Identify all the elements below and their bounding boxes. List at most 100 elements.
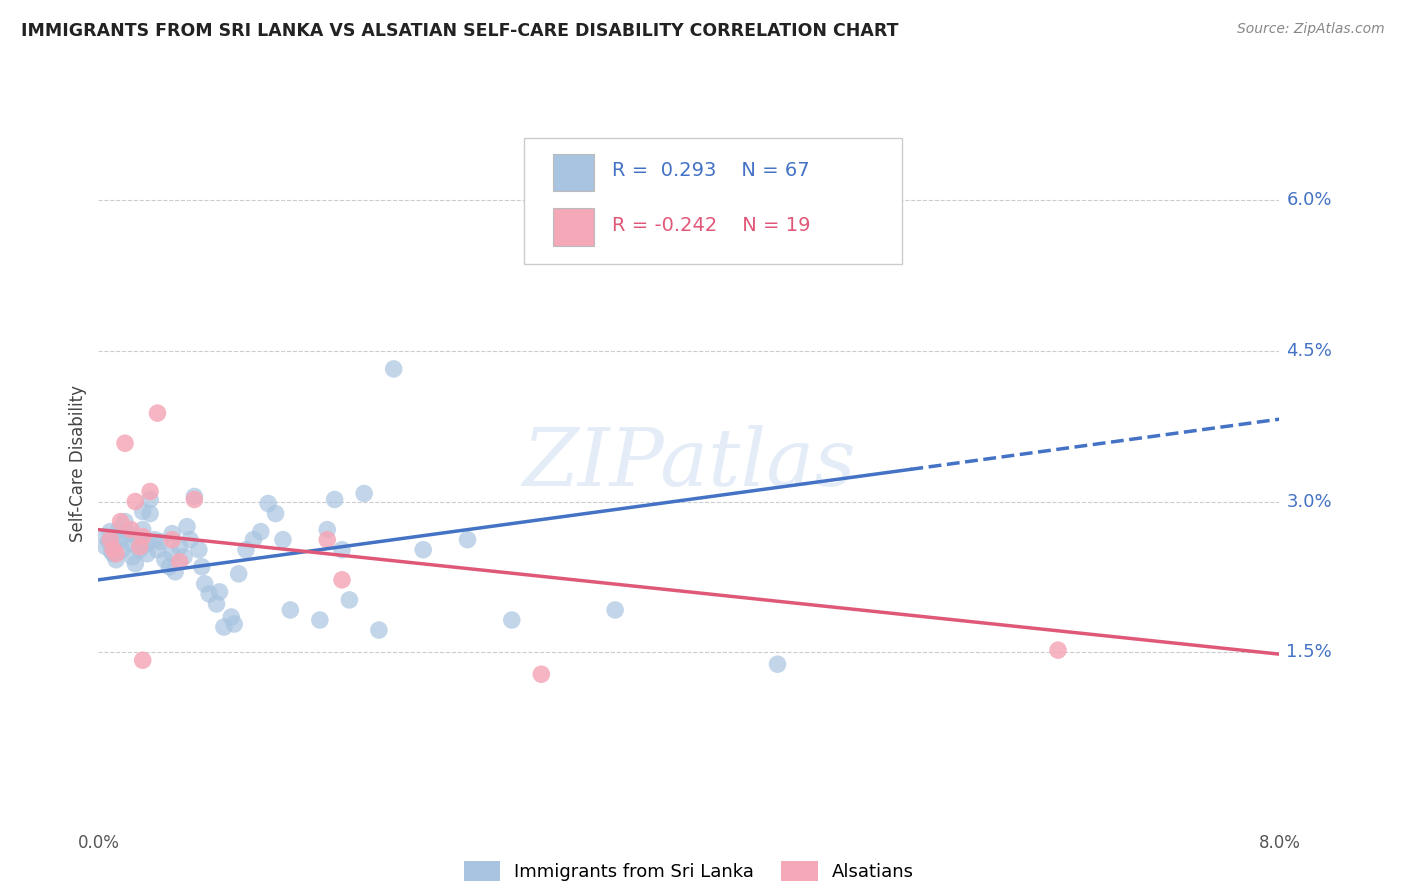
Point (146, 406, 169, 420)
Point (120, 537, 142, 551)
Text: 6.0%: 6.0% (1286, 191, 1331, 210)
Point (132, 653, 155, 667)
Point (162, 547, 183, 561)
Point (323, 492, 346, 507)
Point (412, 542, 434, 557)
Point (179, 533, 201, 547)
Point (139, 484, 162, 499)
Text: Source: ZipAtlas.com: Source: ZipAtlas.com (1237, 22, 1385, 37)
Point (530, 667, 553, 681)
Text: R = -0.242    N = 19: R = -0.242 N = 19 (612, 216, 811, 235)
Point (127, 533, 149, 547)
Point (124, 557, 146, 571)
Point (264, 507, 287, 521)
Text: ZIPatlas: ZIPatlas (522, 425, 856, 502)
Point (316, 523, 339, 537)
Point (143, 533, 166, 547)
Point (100, 545, 122, 559)
Point (382, 362, 405, 376)
Point (98, 524, 121, 539)
Point (278, 603, 301, 617)
Point (105, 547, 128, 561)
Point (110, 515, 132, 529)
Text: IMMIGRANTS FROM SRI LANKA VS ALSATIAN SELF-CARE DISABILITY CORRELATION CHART: IMMIGRANTS FROM SRI LANKA VS ALSATIAN SE… (21, 22, 898, 40)
Point (242, 533, 264, 547)
Point (367, 623, 389, 637)
Point (316, 533, 339, 547)
Point (98, 533, 121, 547)
Point (235, 542, 257, 557)
Point (136, 547, 159, 561)
Point (194, 577, 217, 591)
Point (110, 533, 132, 547)
Point (146, 542, 169, 557)
Point (128, 542, 150, 557)
Point (139, 507, 162, 521)
Point (124, 494, 146, 508)
Point (94, 540, 117, 554)
Point (121, 549, 143, 564)
Point (228, 566, 250, 581)
Point (162, 533, 183, 547)
Point (224, 617, 246, 632)
Point (605, 603, 627, 617)
Y-axis label: Self-Care Disability: Self-Care Disability (69, 385, 87, 542)
Point (135, 537, 157, 551)
Point (183, 490, 205, 504)
Point (212, 620, 235, 634)
Point (257, 496, 280, 510)
Point (183, 492, 205, 507)
Point (208, 585, 231, 599)
Point (108, 523, 131, 537)
Point (353, 486, 375, 500)
Text: R =  0.293    N = 67: R = 0.293 N = 67 (612, 161, 810, 180)
Point (114, 515, 136, 529)
FancyBboxPatch shape (553, 208, 595, 245)
Point (153, 553, 176, 567)
Point (308, 613, 332, 627)
Legend: Immigrants from Sri Lanka, Alsatians: Immigrants from Sri Lanka, Alsatians (457, 854, 921, 888)
Point (198, 587, 221, 601)
Point (132, 530, 155, 544)
Point (271, 533, 294, 547)
Point (111, 542, 134, 557)
Point (1046, 643, 1069, 657)
Point (173, 549, 195, 564)
Point (132, 504, 155, 518)
Point (149, 534, 172, 549)
Point (165, 565, 187, 579)
Point (128, 540, 150, 554)
Point (97, 534, 120, 549)
Point (219, 610, 242, 624)
Point (337, 593, 360, 607)
Point (176, 519, 198, 533)
Point (117, 526, 139, 541)
Point (330, 573, 353, 587)
Point (169, 555, 191, 569)
Text: 8.0%: 8.0% (1258, 834, 1301, 852)
Point (169, 540, 191, 554)
Point (157, 559, 180, 574)
Point (120, 523, 142, 537)
Point (250, 524, 273, 539)
Point (139, 492, 162, 507)
Point (162, 526, 183, 541)
Point (187, 542, 209, 557)
Point (114, 436, 136, 450)
Point (132, 523, 155, 537)
Text: 0.0%: 0.0% (77, 834, 120, 852)
FancyBboxPatch shape (523, 138, 901, 264)
Point (330, 542, 353, 557)
Point (501, 613, 523, 627)
Point (456, 533, 478, 547)
Point (205, 597, 228, 611)
Point (103, 537, 125, 551)
Point (103, 542, 125, 557)
FancyBboxPatch shape (553, 154, 595, 191)
Text: 1.5%: 1.5% (1286, 643, 1333, 661)
Text: 4.5%: 4.5% (1286, 342, 1333, 359)
Point (105, 553, 128, 567)
Point (103, 547, 125, 561)
Point (190, 559, 214, 574)
Point (94, 530, 117, 544)
